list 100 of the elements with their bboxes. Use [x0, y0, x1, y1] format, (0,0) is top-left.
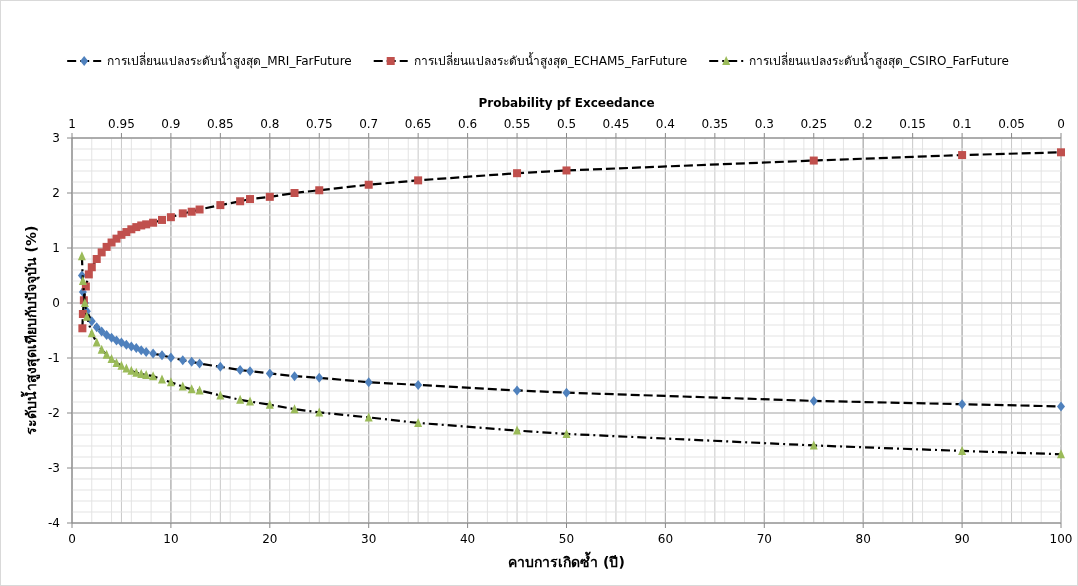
point	[265, 192, 274, 201]
point	[236, 197, 245, 206]
point	[77, 251, 86, 261]
point	[82, 311, 91, 321]
x2-tick-label: 0.7	[359, 117, 379, 131]
point	[958, 151, 967, 160]
point	[195, 205, 204, 214]
point	[315, 372, 324, 383]
legend-label: การเปลี่ยนแปลงระดับน้ำสูงสุด_ECHAM5_FarFuture	[413, 52, 688, 69]
point	[97, 344, 106, 354]
x2-tick-label: 0.5	[556, 117, 577, 131]
x2-tick-label: 0.3	[754, 117, 774, 131]
point	[414, 379, 423, 390]
x-tick-label: 80	[855, 532, 871, 546]
point	[92, 337, 101, 347]
x-tick-label: 40	[459, 532, 476, 546]
point	[166, 377, 175, 387]
point	[158, 350, 166, 361]
point	[166, 213, 175, 222]
y-tick-label: 1	[52, 241, 60, 255]
point	[178, 209, 187, 218]
x2-tick-label: 0.75	[305, 117, 333, 131]
point	[137, 345, 146, 356]
point	[178, 381, 187, 391]
point	[290, 189, 299, 197]
x-tick-label: 50	[558, 532, 575, 546]
point	[562, 387, 571, 398]
x2-axis-title: Probability pf Exceedance	[478, 96, 655, 110]
point	[142, 370, 151, 380]
y-tick-label: -1	[48, 351, 60, 365]
x2-tick-label: 0	[1057, 117, 1065, 131]
point	[513, 425, 522, 435]
point	[513, 385, 522, 396]
point	[102, 349, 111, 359]
x-tick-label: 20	[262, 532, 278, 546]
point	[166, 352, 175, 363]
point	[216, 361, 225, 372]
point	[84, 270, 93, 279]
point	[290, 371, 299, 382]
point	[364, 180, 373, 189]
x-tick-label: 0	[68, 532, 76, 546]
y-tick-label: 3	[52, 131, 60, 145]
point	[958, 399, 967, 410]
point	[127, 341, 136, 352]
y-tick-label: 2	[52, 186, 60, 200]
x-tick-label: 30	[361, 532, 377, 546]
point	[562, 166, 571, 175]
point	[236, 365, 245, 376]
point	[290, 404, 299, 414]
point	[414, 417, 423, 427]
point	[809, 440, 818, 450]
legend-label: การเปลี่ยนแปลงระดับน้ำสูงสุด_CSIRO_FarFuture	[749, 52, 1009, 69]
point	[809, 395, 818, 406]
point	[187, 356, 196, 367]
point	[178, 355, 187, 366]
point	[149, 348, 158, 359]
point	[107, 354, 116, 364]
x-axis-title: คาบการเกิดซ้ำ (ปี)	[508, 551, 625, 570]
point	[132, 343, 141, 354]
x-tick-label: 100	[1049, 532, 1073, 546]
point	[265, 368, 274, 379]
point	[78, 276, 87, 285]
x2-tick-label: 0.4	[655, 117, 675, 131]
x2-tick-label: 0.25	[800, 117, 828, 131]
x2-tick-label: 0.2	[853, 117, 873, 131]
legend-label: การเปลี่ยนแปลงระดับน้ำสูงสุด_MRI_FarFuture	[107, 52, 352, 69]
point	[1057, 148, 1065, 157]
point	[236, 394, 245, 404]
point	[187, 207, 196, 216]
point	[364, 412, 373, 422]
point	[92, 255, 101, 263]
point	[265, 399, 274, 409]
point	[127, 365, 136, 375]
y-tick-label: -3	[48, 461, 60, 475]
point	[1057, 401, 1065, 412]
point	[562, 428, 571, 438]
point	[142, 346, 151, 357]
point	[315, 186, 324, 195]
x2-tick-label: 0.1	[952, 117, 972, 131]
point	[187, 384, 196, 394]
point	[78, 324, 87, 333]
x2-tick-label: 1	[68, 117, 76, 131]
point	[97, 326, 106, 337]
point	[195, 358, 204, 369]
y-tick-label: 0	[52, 296, 60, 310]
point	[117, 337, 126, 348]
point	[149, 371, 158, 381]
point	[809, 156, 818, 165]
x2-tick-label: 0.6	[458, 117, 478, 131]
point	[87, 328, 96, 338]
point	[216, 390, 225, 400]
point	[958, 445, 967, 455]
x2-tick-label: 0.55	[503, 117, 531, 131]
point	[246, 366, 255, 377]
y-axis-title: ระดับน้ำสูงสุดเทียบกับปัจจุบัน (%)	[20, 225, 40, 436]
x2-tick-label: 0.45	[602, 117, 630, 131]
x2-tick-label: 0.35	[701, 117, 729, 131]
x2-tick-label: 0.85	[206, 117, 234, 131]
point	[158, 215, 166, 224]
x2-tick-label: 0.95	[108, 117, 135, 131]
